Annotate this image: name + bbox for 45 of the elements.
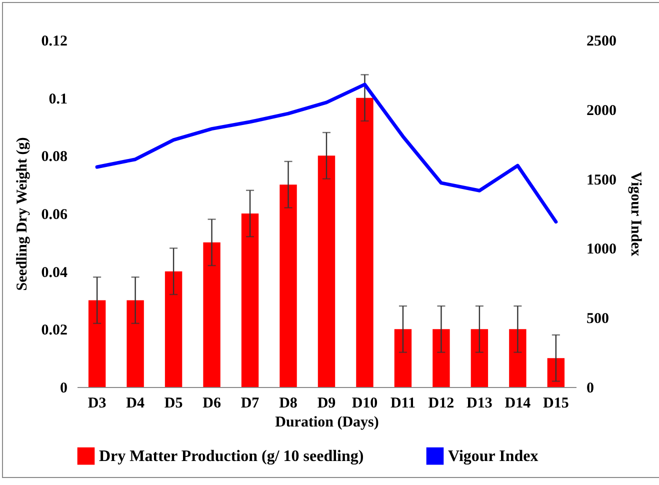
x-tick-label: D5 xyxy=(164,396,183,412)
y2-tick-label: 0 xyxy=(586,380,594,396)
bar xyxy=(470,329,488,387)
bar xyxy=(547,358,565,387)
bar xyxy=(509,329,526,387)
x-tick-label: D6 xyxy=(202,396,222,412)
y-tick-label: 0.12 xyxy=(41,34,68,50)
x-tick-label: D15 xyxy=(543,396,569,412)
y2-tick-label: 500 xyxy=(586,311,609,328)
y-tick-label: 0.02 xyxy=(41,322,68,339)
y-tick-label: 0.1 xyxy=(48,91,68,108)
y2-tick-label: 1500 xyxy=(586,172,616,188)
y-tick-label: 0.08 xyxy=(41,149,68,166)
y2-tick-label: 2000 xyxy=(586,102,616,119)
x-tick-label: D9 xyxy=(317,396,336,412)
line-series xyxy=(95,82,558,224)
x-tick-label: D14 xyxy=(504,396,532,412)
x-tick-label: D13 xyxy=(466,396,492,412)
bar xyxy=(280,184,297,387)
x-tick-label: D10 xyxy=(352,396,378,412)
bar xyxy=(203,242,220,387)
y-tick-label: 0.06 xyxy=(41,207,68,223)
bar xyxy=(164,271,182,387)
x-tick-label: D3 xyxy=(88,396,106,412)
y-axis-title: Seedling Dry Weight (g) xyxy=(14,137,30,291)
x-tick-label: D7 xyxy=(240,396,260,412)
bar xyxy=(241,214,259,387)
y2-tick-label: 2500 xyxy=(586,34,616,50)
bar xyxy=(88,300,106,387)
bar xyxy=(318,156,336,387)
bar xyxy=(394,329,412,387)
x-tick-label: D12 xyxy=(428,396,454,412)
bar xyxy=(356,98,374,387)
legend-label: Dry Matter Production (g/ 10 seedling) xyxy=(99,448,364,466)
bar xyxy=(432,329,450,387)
x-tick-label: D4 xyxy=(126,396,145,412)
x-tick-label: D11 xyxy=(390,396,416,412)
x-tick-label: D8 xyxy=(279,396,298,412)
y2-axis-title: Vigour Index xyxy=(628,172,644,257)
x-axis-title: Duration (Days) xyxy=(275,414,379,430)
y2-tick-label: 1000 xyxy=(586,242,616,258)
bar xyxy=(126,300,144,387)
y-tick-label: 0.04 xyxy=(41,264,68,281)
y-tick-label: 0 xyxy=(60,380,68,396)
legend-label: Vigour Index xyxy=(448,448,538,466)
